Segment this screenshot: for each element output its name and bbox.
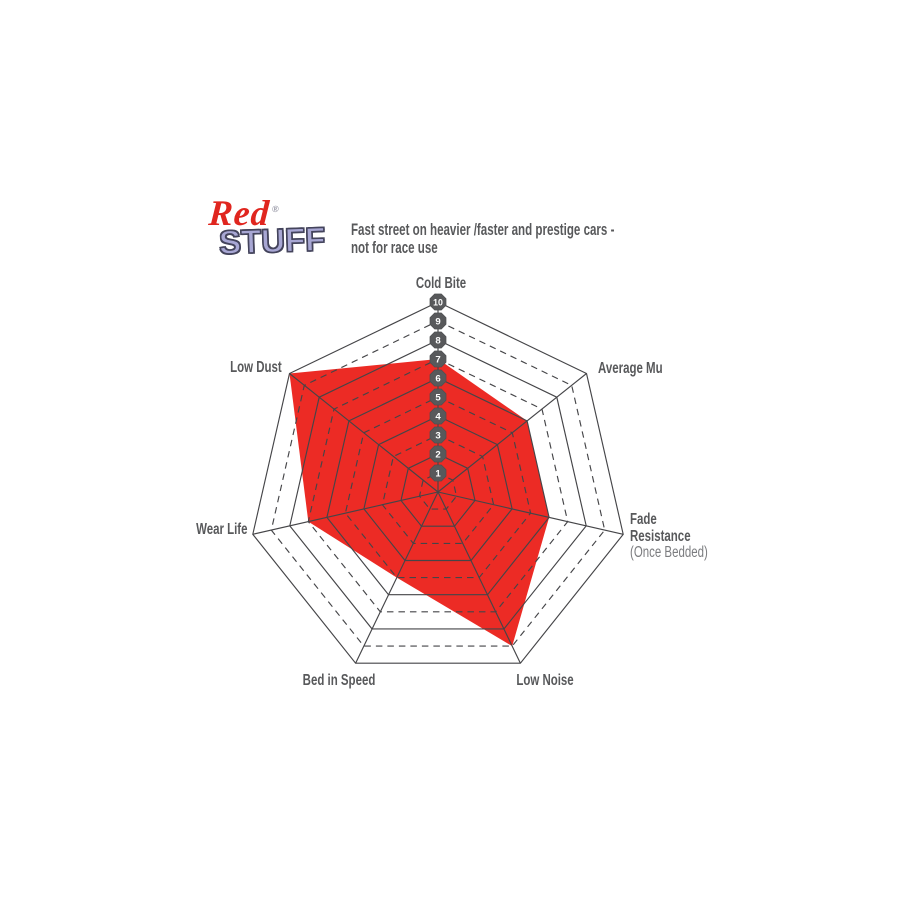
axis-label-low-dust: Low Dust <box>230 358 282 376</box>
axis-spoke-2 <box>437 491 624 535</box>
scale-badge-label-6: 6 <box>435 373 440 384</box>
series-polygon <box>289 359 550 647</box>
scale-badge-6 <box>429 369 447 387</box>
registered-mark: ® <box>271 204 281 214</box>
axis-label-bed-in-speed: Bed in Speed <box>302 671 376 689</box>
scale-badge-label-9: 9 <box>435 316 440 327</box>
scale-badge-label-4: 4 <box>435 411 441 422</box>
grid-ring-7 <box>307 358 569 613</box>
scale-badge-8 <box>429 331 447 349</box>
scale-badge-label-5: 5 <box>435 392 441 403</box>
grid-ring-9 <box>270 320 606 647</box>
scale-badge-label-3: 3 <box>435 430 440 441</box>
axis-label-average-mu: Average Mu <box>598 359 663 377</box>
axis-sublabel-fade-resistance: (Once Bedded) <box>630 544 708 561</box>
scale-badge-10 <box>429 293 447 311</box>
axis-label-wear-life: Wear Life <box>195 520 247 538</box>
scale-badge-label-2: 2 <box>435 449 440 460</box>
grid-ring-2 <box>400 453 476 527</box>
description-line1: Fast street on heavier /faster and prest… <box>351 220 615 239</box>
grid-ring-5 <box>344 396 532 579</box>
grid-ring-4 <box>363 415 513 562</box>
grid-ring-3 <box>381 434 495 544</box>
axis-spoke-1 <box>437 373 587 493</box>
scale-badge-5 <box>429 388 447 406</box>
axis-spoke-5 <box>252 491 439 535</box>
axis-spoke-6 <box>289 373 439 493</box>
axis-label-fade-resistance: Fade Resistance (Once Bedded) <box>630 511 708 561</box>
logo-word-stuff: STUFF <box>218 220 327 262</box>
redstuff-logo: Red® STUFF <box>207 193 329 262</box>
axis-label-cold-bite: Cold Bite <box>415 274 467 292</box>
grid-ring-10 <box>252 301 624 664</box>
grid-ring-6 <box>326 377 550 596</box>
grid-ring-8 <box>289 339 587 630</box>
scale-badge-label-8: 8 <box>435 335 441 346</box>
grid-ring-1 <box>418 472 458 510</box>
scale-badge-label-7: 7 <box>435 354 440 365</box>
scale-badge-label-10: 10 <box>433 297 443 307</box>
axis-spoke-3 <box>437 491 521 664</box>
scale-badge-9 <box>429 312 447 330</box>
scale-badge-label-1: 1 <box>435 468 441 479</box>
scale-badge-2 <box>429 445 447 463</box>
description-text: Fast street on heavier /faster and prest… <box>351 221 614 256</box>
description-line2: not for race use <box>351 237 438 257</box>
axis-label-low-noise: Low Noise <box>516 671 574 689</box>
scale-badge-3 <box>429 426 447 444</box>
scale-badge-7 <box>429 350 447 368</box>
axis-spoke-4 <box>355 491 439 664</box>
scale-badge-1 <box>429 464 447 482</box>
scale-badge-4 <box>429 407 447 425</box>
